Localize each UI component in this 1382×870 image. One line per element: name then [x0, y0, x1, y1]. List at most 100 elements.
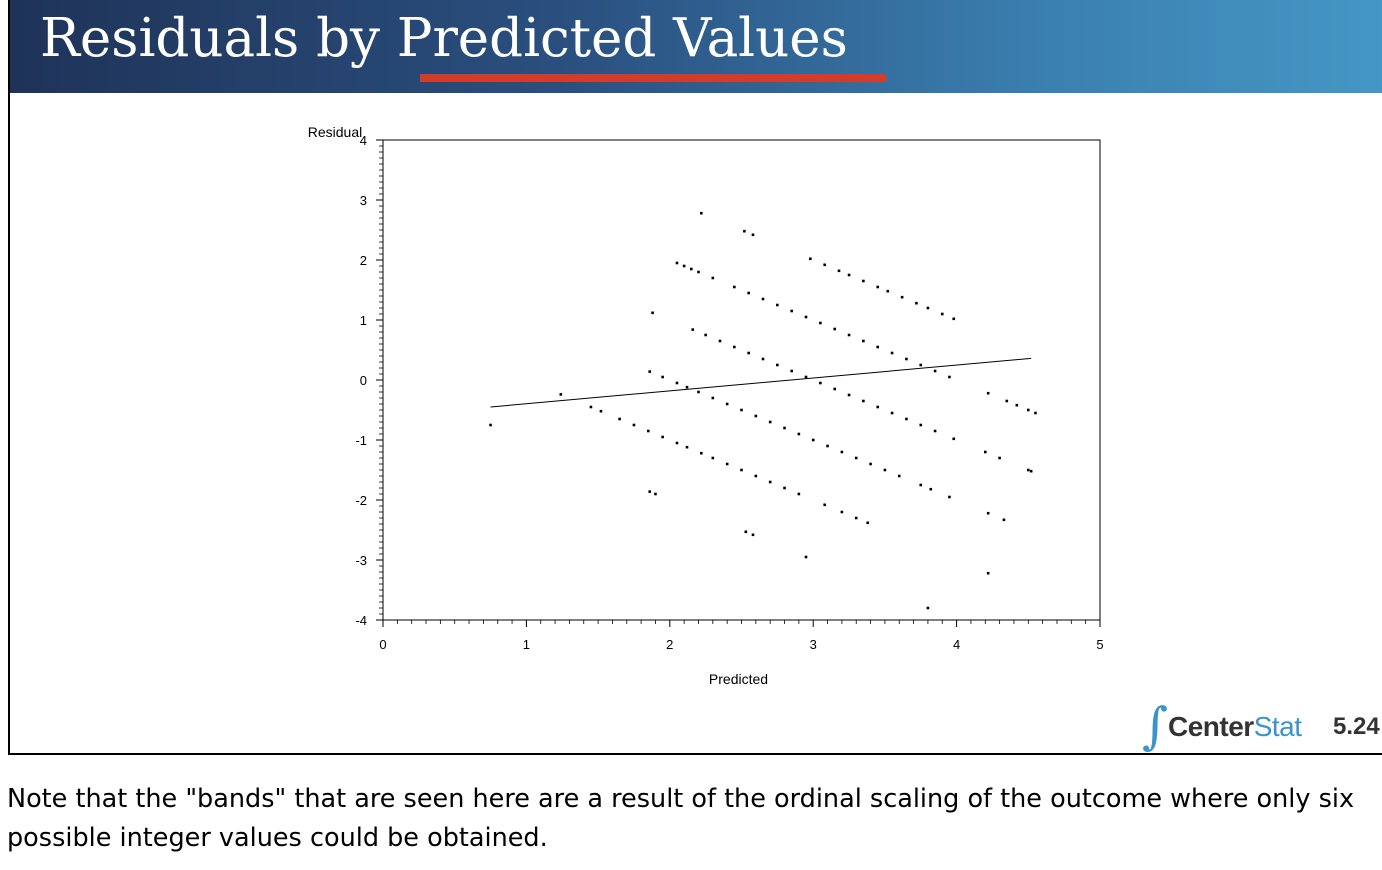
data-point — [685, 445, 689, 449]
slide-title: Residuals by Predicted Values — [40, 8, 848, 69]
data-point — [733, 345, 736, 349]
data-point — [783, 426, 786, 430]
x-tick-label: 4 — [953, 637, 960, 652]
data-point — [783, 486, 786, 490]
data-point — [751, 533, 755, 537]
data-point — [682, 264, 686, 268]
data-point — [833, 387, 837, 391]
data-point — [648, 370, 652, 373]
data-point — [986, 571, 990, 575]
y-tick-label: 2 — [360, 253, 367, 268]
data-point — [919, 363, 923, 367]
data-point — [890, 351, 894, 355]
data-point — [862, 399, 865, 403]
data-point — [823, 503, 826, 507]
data-point — [983, 450, 987, 454]
data-point — [744, 530, 748, 534]
data-point — [837, 269, 841, 273]
data-point — [933, 429, 937, 433]
data-point — [740, 408, 743, 412]
data-point — [1002, 518, 1006, 522]
data-point — [599, 409, 603, 413]
data-point — [833, 327, 837, 331]
data-point — [883, 468, 887, 472]
data-point — [854, 516, 858, 520]
data-point — [998, 456, 1001, 460]
data-point — [675, 261, 679, 265]
data-point — [761, 297, 765, 301]
data-point — [725, 462, 729, 466]
data-point — [905, 417, 908, 421]
data-point — [809, 257, 812, 261]
data-point — [559, 393, 563, 396]
data-point — [819, 381, 822, 385]
data-point — [905, 357, 908, 361]
x-tick-label: 1 — [523, 637, 530, 652]
data-point — [768, 480, 772, 484]
data-point — [823, 263, 826, 267]
data-point — [675, 441, 679, 445]
x-tick-label: 3 — [810, 637, 817, 652]
data-point — [1034, 411, 1037, 415]
data-point — [761, 357, 765, 361]
data-point — [754, 474, 758, 478]
data-point — [589, 405, 593, 409]
data-point — [776, 303, 779, 307]
data-point — [704, 333, 707, 337]
data-point — [900, 295, 904, 299]
data-point — [886, 289, 890, 293]
data-point — [700, 211, 703, 215]
data-point — [489, 423, 492, 427]
data-point — [926, 606, 930, 610]
x-tick-label: 5 — [1096, 637, 1103, 652]
y-tick-label: -2 — [355, 493, 367, 508]
data-point — [952, 317, 956, 321]
data-point — [804, 555, 808, 559]
data-point — [819, 321, 822, 325]
data-point — [1029, 469, 1033, 473]
y-axis-label: Residual — [308, 124, 362, 140]
y-tick-label: -3 — [355, 553, 367, 568]
data-point — [847, 393, 851, 397]
integral-sign-icon: ∫ — [1142, 697, 1169, 755]
data-point — [747, 291, 750, 295]
data-point — [743, 229, 746, 233]
data-point — [685, 385, 689, 389]
data-point — [847, 273, 851, 277]
data-point — [929, 487, 933, 491]
data-point — [654, 492, 657, 496]
data-point — [690, 267, 693, 271]
data-point — [661, 435, 664, 439]
data-point — [854, 456, 858, 460]
data-point — [646, 429, 650, 433]
data-point — [733, 285, 736, 289]
data-point — [986, 391, 990, 395]
data-point — [804, 315, 808, 319]
data-point — [840, 510, 844, 514]
y-tick-label: 0 — [360, 373, 367, 388]
data-point — [948, 375, 951, 379]
data-point — [862, 339, 865, 343]
y-tick-label: 4 — [360, 133, 367, 148]
logo-prefix: Center — [1168, 711, 1254, 742]
slide-header: Residuals by Predicted Values — [10, 0, 1382, 93]
x-tick-label: 2 — [666, 637, 673, 652]
data-point — [862, 279, 865, 283]
data-point — [847, 333, 851, 337]
data-point — [711, 396, 715, 400]
data-point — [948, 495, 951, 499]
data-point — [711, 456, 715, 460]
slide-note: Note that the "bands" that are seen here… — [7, 784, 1355, 853]
page-number: 5.24 — [1333, 713, 1380, 740]
data-point — [1027, 408, 1030, 412]
data-point — [897, 474, 901, 478]
data-point — [919, 483, 923, 487]
data-point — [618, 417, 621, 421]
y-tick-label: -1 — [355, 433, 367, 448]
data-point — [1005, 399, 1009, 403]
data-point — [915, 301, 918, 305]
data-point — [797, 492, 801, 496]
data-point — [933, 369, 937, 373]
data-point — [700, 451, 703, 455]
data-point — [711, 276, 715, 280]
